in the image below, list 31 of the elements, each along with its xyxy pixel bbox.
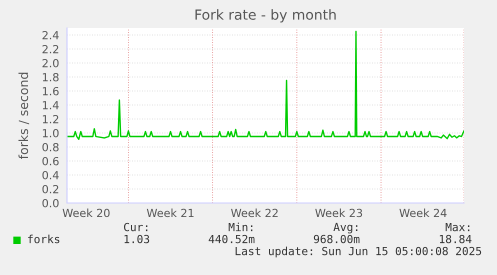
- y-tick-label: 0.4: [42, 170, 59, 180]
- line-series: [67, 30, 464, 140]
- x-tick-label: Week 23: [315, 208, 362, 218]
- text: Min:: [228, 222, 252, 232]
- y-tick-label: 2.2: [42, 44, 58, 54]
- text: Max:: [446, 222, 470, 232]
- y-tick-label: 0.6: [42, 156, 59, 166]
- text: 968.00m: [314, 234, 360, 244]
- x-tick-label: Week 20: [62, 208, 110, 218]
- x-tick-label: Week 22: [231, 208, 278, 218]
- y-tick-label: 2.0: [42, 58, 59, 68]
- y-tick-label: 0.8: [42, 142, 59, 152]
- text: 440.52m: [208, 234, 254, 244]
- x-tick-label: Week 24: [399, 208, 447, 218]
- y-tick-label: 1.0: [42, 128, 59, 138]
- y-tick-label: 1.6: [42, 86, 59, 96]
- text: Avg:: [333, 222, 358, 234]
- y-axis-title: forks / second: [18, 72, 30, 160]
- y-tick-label: 2.4: [42, 30, 59, 40]
- text: Cur:: [124, 222, 148, 232]
- text: Last update: Sun Jun 15 05:00:08 2025: [236, 246, 482, 258]
- y-tick-label: 0.2: [42, 184, 58, 194]
- x-tick-label: Week 21: [146, 208, 194, 218]
- y-tick-label: 1.4: [42, 101, 59, 110]
- legend-label: forks: [28, 234, 60, 244]
- text: 1.03: [124, 234, 150, 244]
- chart-title: Fork rate - by month: [196, 9, 336, 23]
- y-tick-label: 1.2: [42, 114, 58, 124]
- y-tick-label: 0.0: [42, 198, 59, 208]
- y-tick-label: 1.8: [42, 72, 59, 82]
- text: 18.84: [440, 234, 472, 244]
